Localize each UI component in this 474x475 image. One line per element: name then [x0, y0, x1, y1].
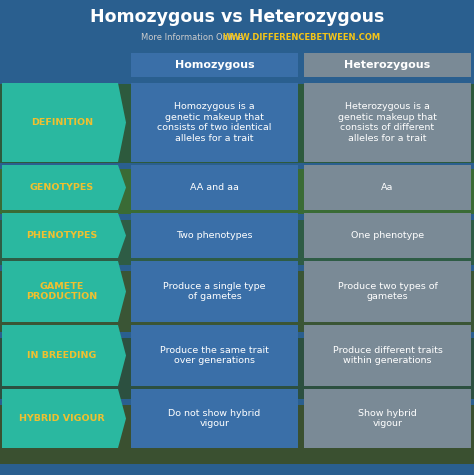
Polygon shape	[2, 213, 126, 258]
Polygon shape	[2, 165, 126, 210]
Text: Produce two types of
gametes: Produce two types of gametes	[337, 282, 438, 301]
FancyBboxPatch shape	[0, 169, 474, 214]
FancyBboxPatch shape	[0, 220, 474, 265]
Text: WWW.DIFFERENCEBETWEEN.COM: WWW.DIFFERENCEBETWEEN.COM	[223, 34, 381, 42]
Text: Produce the same trait
over generations: Produce the same trait over generations	[160, 346, 269, 365]
Text: Do not show hybrid
vigour: Do not show hybrid vigour	[168, 409, 261, 428]
FancyBboxPatch shape	[131, 325, 298, 386]
FancyBboxPatch shape	[304, 53, 471, 77]
FancyBboxPatch shape	[304, 261, 471, 322]
Polygon shape	[2, 261, 126, 322]
Text: Heterozygous: Heterozygous	[345, 60, 430, 70]
FancyBboxPatch shape	[304, 83, 471, 162]
FancyBboxPatch shape	[0, 0, 474, 52]
Text: Homozygous vs Heterozygous: Homozygous vs Heterozygous	[90, 8, 384, 26]
Text: Two phenotypes: Two phenotypes	[176, 231, 253, 240]
FancyBboxPatch shape	[304, 213, 471, 258]
FancyBboxPatch shape	[304, 325, 471, 386]
FancyBboxPatch shape	[304, 165, 471, 210]
Text: AA and aa: AA and aa	[190, 183, 239, 192]
FancyBboxPatch shape	[304, 389, 471, 448]
Text: Produce a single type
of gametes: Produce a single type of gametes	[163, 282, 266, 301]
Polygon shape	[2, 83, 126, 162]
Text: One phenotype: One phenotype	[351, 231, 424, 240]
Text: HYBRID VIGOUR: HYBRID VIGOUR	[19, 414, 105, 423]
Text: Aa: Aa	[381, 183, 394, 192]
Text: GAMETE
PRODUCTION: GAMETE PRODUCTION	[27, 282, 98, 301]
Text: Produce different traits
within generations: Produce different traits within generati…	[333, 346, 442, 365]
FancyBboxPatch shape	[131, 53, 298, 77]
Text: Show hybrid
vigour: Show hybrid vigour	[358, 409, 417, 428]
FancyBboxPatch shape	[0, 84, 474, 163]
Polygon shape	[2, 325, 126, 386]
Text: Homozygous: Homozygous	[175, 60, 255, 70]
FancyBboxPatch shape	[131, 83, 298, 162]
Polygon shape	[2, 389, 126, 448]
Text: Heterozygous is a
genetic makeup that
consists of different
alleles for a trait: Heterozygous is a genetic makeup that co…	[338, 103, 437, 142]
Text: IN BREEDING: IN BREEDING	[27, 351, 97, 360]
Text: GENOTYPES: GENOTYPES	[30, 183, 94, 192]
Text: Homozygous is a
genetic makeup that
consists of two identical
alleles for a trai: Homozygous is a genetic makeup that cons…	[157, 103, 272, 142]
FancyBboxPatch shape	[131, 261, 298, 322]
FancyBboxPatch shape	[0, 405, 474, 464]
Text: More Information Online: More Information Online	[141, 34, 243, 42]
FancyBboxPatch shape	[131, 213, 298, 258]
FancyBboxPatch shape	[131, 389, 298, 448]
FancyBboxPatch shape	[0, 338, 474, 399]
Text: DEFINITION: DEFINITION	[31, 118, 93, 127]
FancyBboxPatch shape	[131, 165, 298, 210]
Text: PHENOTYPES: PHENOTYPES	[27, 231, 98, 240]
FancyBboxPatch shape	[0, 271, 474, 332]
